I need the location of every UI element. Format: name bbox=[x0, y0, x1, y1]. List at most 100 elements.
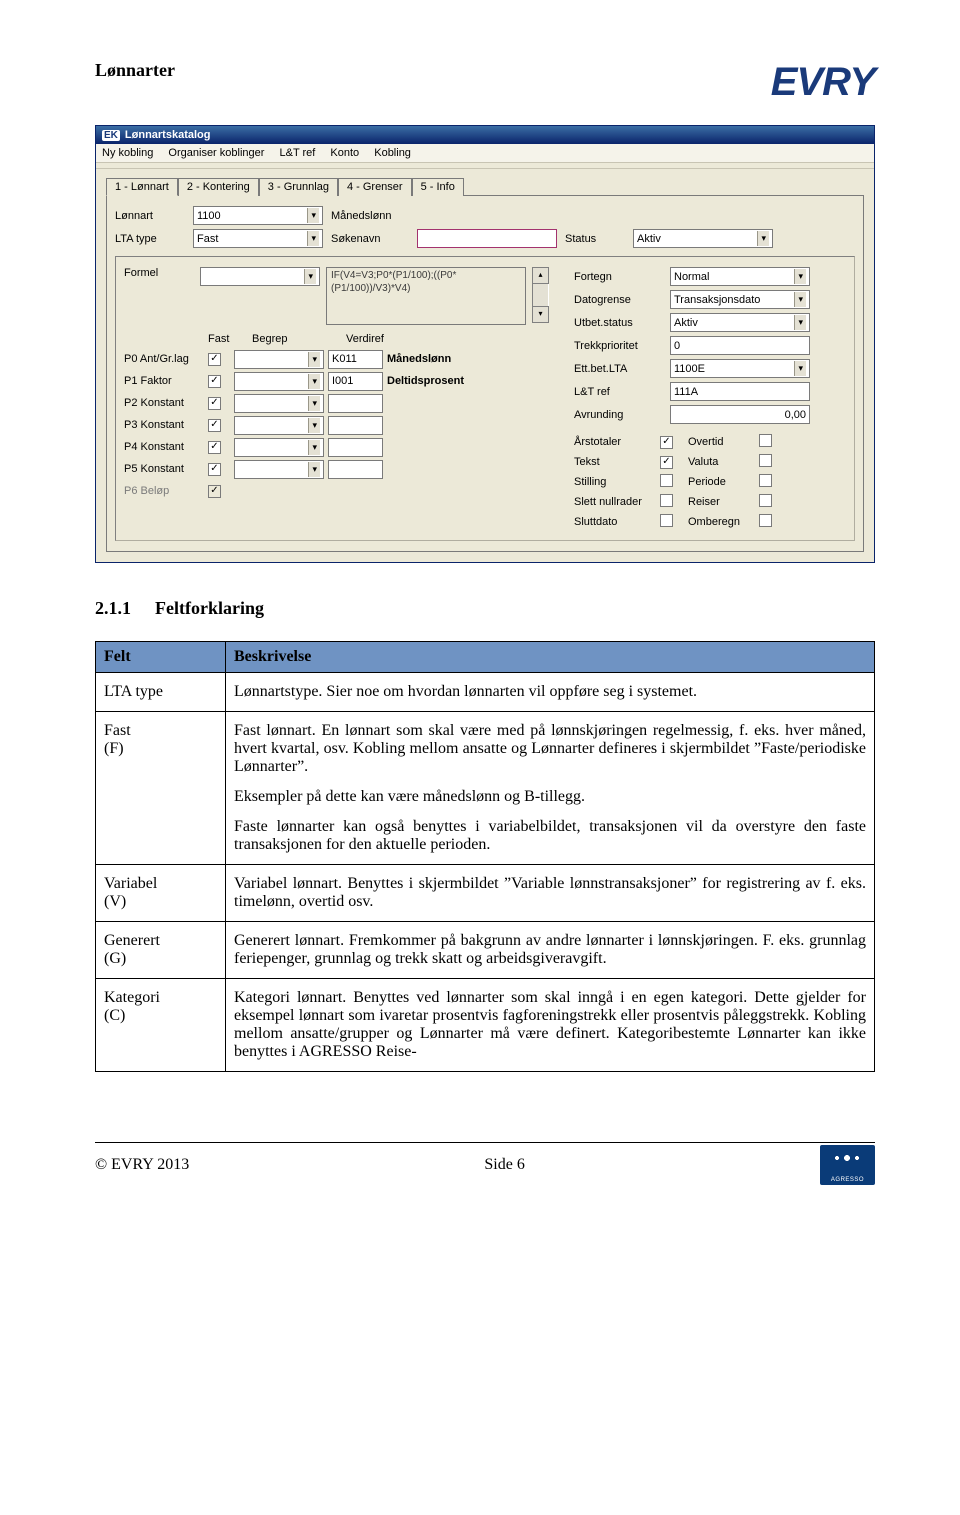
tab-lonnart[interactable]: 1 - Lønnart bbox=[106, 178, 178, 196]
checkbox[interactable]: ✓ bbox=[660, 436, 673, 449]
param-id: P6 Beløp bbox=[124, 485, 204, 497]
prop-input[interactable]: Transaksjonsdato bbox=[670, 290, 810, 309]
param-begrep-select[interactable] bbox=[234, 394, 324, 413]
tab-strip: 1 - Lønnart 2 - Kontering 3 - Grunnlag 4… bbox=[96, 169, 874, 195]
param-begrep-select[interactable] bbox=[234, 350, 324, 369]
check-label: Årstotaler bbox=[574, 436, 654, 448]
page-header: Lønnarter bbox=[95, 60, 175, 81]
checkbox[interactable] bbox=[660, 514, 673, 527]
param-begrep-select[interactable] bbox=[234, 460, 324, 479]
window-title: Lønnartskatalog bbox=[125, 129, 211, 141]
param-fast-checkbox[interactable]: ✓ bbox=[208, 397, 221, 410]
prop-label: L&T ref bbox=[574, 386, 664, 398]
menu-item[interactable]: Organiser koblinger bbox=[168, 147, 264, 159]
check-label: Stilling bbox=[574, 476, 654, 488]
cell-beskrivelse: Kategori lønnart. Benyttes ved lønnarter… bbox=[226, 979, 875, 1072]
tab-grenser[interactable]: 4 - Grenser bbox=[338, 178, 412, 196]
prop-label: Trekkprioritet bbox=[574, 340, 664, 352]
lonnart-input[interactable]: 1100 bbox=[193, 206, 323, 225]
menu-item[interactable]: Ny kobling bbox=[102, 147, 153, 159]
param-fast-checkbox[interactable]: ✓ bbox=[208, 353, 221, 366]
check-label: Omberegn bbox=[688, 516, 753, 528]
param-verdiref-input[interactable]: K011 bbox=[328, 350, 383, 369]
cell-felt: Kategori(C) bbox=[96, 979, 226, 1072]
checkbox[interactable] bbox=[759, 434, 772, 447]
cell-beskrivelse: Lønnartstype. Sier noe om hvordan lønnar… bbox=[226, 673, 875, 712]
param-verdiref-input[interactable] bbox=[328, 394, 383, 413]
formel-select[interactable] bbox=[200, 267, 320, 286]
tab-grunnlag[interactable]: 3 - Grunnlag bbox=[259, 178, 338, 196]
table-row: Kategori(C)Kategori lønnart. Benyttes ve… bbox=[96, 979, 875, 1072]
lta-type-select[interactable]: Fast bbox=[193, 229, 323, 248]
prop-input[interactable]: 0 bbox=[670, 336, 810, 355]
prop-input[interactable]: 0,00 bbox=[670, 405, 810, 424]
checkbox[interactable] bbox=[759, 474, 772, 487]
sokenavn-label: Søkenavn bbox=[331, 233, 409, 245]
lta-type-label: LTA type bbox=[115, 233, 185, 245]
table-row: LTA typeLønnartstype. Sier noe om hvorda… bbox=[96, 673, 875, 712]
cell-felt: Variabel(V) bbox=[96, 865, 226, 922]
check-label: Valuta bbox=[688, 456, 753, 468]
param-begrep-select[interactable] bbox=[234, 372, 324, 391]
cell-beskrivelse: Generert lønnart. Fremkommer på bakgrunn… bbox=[226, 922, 875, 979]
prop-label: Ett.bet.LTA bbox=[574, 363, 664, 375]
param-row: P4 Konstant ✓ bbox=[124, 436, 554, 458]
param-begrep-select[interactable] bbox=[234, 438, 324, 457]
check-label: Reiser bbox=[688, 496, 753, 508]
window-menubar: Ny kobling Organiser koblinger L&T ref K… bbox=[96, 144, 874, 163]
footer-copyright: © EVRY 2013 bbox=[95, 1156, 189, 1174]
tab-info[interactable]: 5 - Info bbox=[412, 178, 464, 196]
param-fast-checkbox[interactable]: ✓ bbox=[208, 419, 221, 432]
footer-page: Side 6 bbox=[484, 1156, 524, 1174]
param-row: P0 Ant/Gr.lag✓K011Månedslønn bbox=[124, 348, 554, 370]
param-fast-checkbox: ✓ bbox=[208, 485, 221, 498]
checkbox[interactable] bbox=[660, 494, 673, 507]
param-verdiref-input[interactable] bbox=[328, 460, 383, 479]
param-desc: Deltidsprosent bbox=[387, 375, 554, 387]
param-verdiref-input[interactable] bbox=[328, 416, 383, 435]
table-row: Variabel(V)Variabel lønnart. Benyttes i … bbox=[96, 865, 875, 922]
prop-input[interactable]: 1100E bbox=[670, 359, 810, 378]
param-begrep-select[interactable] bbox=[234, 416, 324, 435]
prop-input[interactable]: Aktiv bbox=[670, 313, 810, 332]
prop-label: Avrunding bbox=[574, 409, 664, 421]
param-fast-checkbox[interactable]: ✓ bbox=[208, 375, 221, 388]
formula-scroll-down[interactable]: ▾ bbox=[532, 306, 549, 323]
formel-display: IF(V4=V3;P0*(P1/100);((P0*(P1/100))/V3)*… bbox=[326, 267, 526, 325]
section-heading: 2.1.1Feltforklaring bbox=[95, 598, 875, 619]
table-row: Fast(F)Fast lønnart. En lønnart som skal… bbox=[96, 712, 875, 865]
checkbox[interactable]: ✓ bbox=[660, 456, 673, 469]
param-row: P6 Beløp ✓ bbox=[124, 480, 554, 502]
checkbox[interactable] bbox=[759, 494, 772, 507]
param-fast-checkbox[interactable]: ✓ bbox=[208, 463, 221, 476]
status-select[interactable]: Aktiv bbox=[633, 229, 773, 248]
param-verdiref-input[interactable] bbox=[328, 438, 383, 457]
formula-scroll-up[interactable]: ▴ bbox=[532, 267, 549, 284]
param-row: P1 Faktor✓I001Deltidsprosent bbox=[124, 370, 554, 392]
sokenavn-input[interactable] bbox=[417, 229, 557, 248]
prop-input[interactable]: 111A bbox=[670, 382, 810, 401]
feltforklaring-table: Felt Beskrivelse LTA typeLønnartstype. S… bbox=[95, 641, 875, 1072]
menu-item[interactable]: Konto bbox=[330, 147, 359, 159]
checkbox[interactable] bbox=[660, 474, 673, 487]
menu-item[interactable]: L&T ref bbox=[279, 147, 315, 159]
param-id: P5 Konstant bbox=[124, 463, 204, 475]
checkbox[interactable] bbox=[759, 514, 772, 527]
param-row: P5 Konstant ✓ bbox=[124, 458, 554, 480]
th-felt: Felt bbox=[96, 642, 226, 673]
check-label: Tekst bbox=[574, 456, 654, 468]
cell-felt: LTA type bbox=[96, 673, 226, 712]
param-fast-checkbox[interactable]: ✓ bbox=[208, 441, 221, 454]
check-label: Sluttdato bbox=[574, 516, 654, 528]
cell-beskrivelse: Fast lønnart. En lønnart som skal være m… bbox=[226, 712, 875, 865]
col-verdiref: Verdiref bbox=[346, 333, 401, 345]
menu-item[interactable]: Kobling bbox=[374, 147, 411, 159]
prop-label: Utbet.status bbox=[574, 317, 664, 329]
prop-input[interactable]: Normal bbox=[670, 267, 810, 286]
tab-kontering[interactable]: 2 - Kontering bbox=[178, 178, 259, 196]
param-verdiref-input[interactable]: I001 bbox=[328, 372, 383, 391]
table-row: Generert(G)Generert lønnart. Fremkommer … bbox=[96, 922, 875, 979]
cell-felt: Fast(F) bbox=[96, 712, 226, 865]
checkbox[interactable] bbox=[759, 454, 772, 467]
param-id: P4 Konstant bbox=[124, 441, 204, 453]
